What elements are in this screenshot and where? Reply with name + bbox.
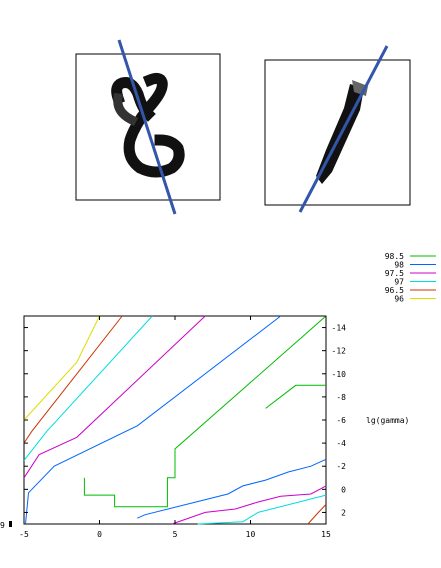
plot-area bbox=[23, 315, 327, 525]
y-tick-label: -2 bbox=[336, 462, 346, 471]
contour-chart: -5 0 5 10 15 -14 -12 -10 -8 -6 -4 -2 0 2 9 lg(gamma) bbox=[0, 315, 409, 539]
contour-98-5-segment-0 bbox=[83, 315, 327, 508]
y-axis-label: lg(gamma) bbox=[366, 416, 409, 425]
contour-97-5-segment-1 bbox=[171, 485, 327, 525]
contour-98-segment-1 bbox=[137, 458, 327, 519]
x-axis: -5 0 5 10 15 bbox=[19, 316, 331, 539]
left-edge-marker bbox=[9, 521, 12, 527]
contour-96-5-segment-1 bbox=[307, 504, 327, 525]
y-tick-label: -4 bbox=[336, 439, 346, 448]
contour-97-5-segment-0 bbox=[23, 315, 206, 479]
y-tick-label: -12 bbox=[332, 347, 347, 356]
x-tick-label: -5 bbox=[19, 530, 29, 539]
contour-98-5-segment-1 bbox=[265, 384, 326, 409]
legend-label-96-5: 96.5 bbox=[385, 286, 404, 295]
y-tick-label: -14 bbox=[332, 324, 347, 333]
legend-label-97: 97 bbox=[394, 278, 404, 287]
digit-eight-image bbox=[111, 72, 185, 178]
contour-97-segment-0 bbox=[23, 315, 153, 461]
left-edge-label: 9 bbox=[0, 521, 5, 530]
y-tick-label: -8 bbox=[336, 393, 346, 402]
legend-label-98-5: 98.5 bbox=[385, 252, 404, 261]
contour-98-segment-0 bbox=[25, 315, 282, 525]
contour-97-segment-1 bbox=[197, 494, 327, 525]
contour-96-5-segment-0 bbox=[23, 315, 123, 444]
contour-lines bbox=[23, 315, 327, 525]
legend-label-98: 98 bbox=[394, 261, 404, 270]
y-axis-right: -14 -12 -10 -8 -6 -4 -2 0 2 bbox=[24, 324, 347, 517]
y-tick-label: -10 bbox=[332, 370, 347, 379]
y-tick-label: 0 bbox=[341, 485, 346, 494]
legend-label-96: 96 bbox=[394, 295, 404, 304]
x-tick-label: 0 bbox=[97, 530, 102, 539]
legend-label-97-5: 97.5 bbox=[385, 269, 404, 278]
digit-eight-panel bbox=[75, 39, 221, 215]
digit-one-panel bbox=[264, 45, 411, 213]
x-tick-label: 5 bbox=[173, 530, 178, 539]
x-tick-label: 15 bbox=[321, 530, 331, 539]
digit-eight-axis-line bbox=[117, 39, 177, 215]
y-tick-label: -6 bbox=[336, 416, 346, 425]
contour-96-segment-0 bbox=[23, 315, 100, 421]
y-tick-label: 2 bbox=[341, 508, 346, 517]
digit-one-axis-line bbox=[298, 45, 389, 213]
x-tick-label: 10 bbox=[246, 530, 256, 539]
